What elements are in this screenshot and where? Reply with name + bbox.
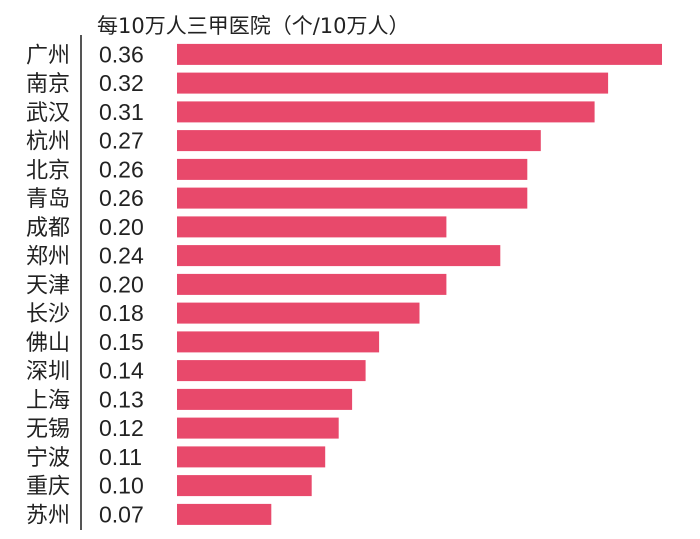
value-label: 0.31 bbox=[99, 99, 144, 125]
bar bbox=[177, 187, 528, 209]
value-label: 0.12 bbox=[99, 415, 144, 441]
category-label: 青岛 bbox=[26, 187, 70, 212]
value-label: 0.20 bbox=[99, 214, 144, 240]
bar bbox=[177, 360, 366, 382]
bar bbox=[177, 417, 339, 439]
value-label: 0.20 bbox=[99, 271, 144, 297]
bar bbox=[177, 245, 501, 267]
chart-title: 每10万人三甲医院（个/10万人） bbox=[97, 14, 410, 38]
chart-rows: 广州 0.36 南京 0.32 武汉 0.31 杭州 0.27 北京 0.26 青岛 0.26 成都 0.… bbox=[26, 41, 662, 528]
category-label: 上海 bbox=[26, 388, 70, 413]
value-label: 0.36 bbox=[99, 41, 144, 67]
value-label: 0.26 bbox=[99, 156, 144, 182]
category-label: 成都 bbox=[26, 216, 70, 241]
category-label: 广州 bbox=[26, 43, 70, 68]
bar bbox=[177, 101, 595, 123]
category-label: 杭州 bbox=[26, 130, 70, 155]
bar bbox=[177, 43, 662, 65]
value-label: 0.24 bbox=[99, 243, 144, 269]
category-label: 郑州 bbox=[26, 245, 70, 270]
category-label: 武汉 bbox=[26, 101, 70, 126]
category-label: 长沙 bbox=[26, 302, 70, 327]
bar bbox=[177, 72, 609, 94]
bar bbox=[177, 302, 420, 324]
category-label: 北京 bbox=[26, 158, 70, 183]
category-label: 天津 bbox=[26, 273, 70, 298]
value-label: 0.10 bbox=[99, 473, 144, 499]
value-label: 0.13 bbox=[99, 386, 144, 412]
value-label: 0.14 bbox=[99, 358, 144, 384]
bar bbox=[177, 273, 447, 295]
bar bbox=[177, 475, 312, 497]
value-label: 0.26 bbox=[99, 185, 144, 211]
value-label: 0.27 bbox=[99, 128, 144, 154]
value-label: 0.18 bbox=[99, 300, 144, 326]
bar bbox=[177, 130, 541, 152]
bar bbox=[177, 388, 353, 410]
value-label: 0.15 bbox=[99, 329, 144, 355]
category-label: 无锡 bbox=[26, 417, 70, 442]
value-label: 0.11 bbox=[99, 444, 142, 470]
bar bbox=[177, 331, 380, 353]
bar bbox=[177, 158, 528, 180]
value-label: 0.32 bbox=[99, 70, 144, 96]
category-label: 南京 bbox=[26, 72, 70, 97]
bar bbox=[177, 216, 447, 238]
value-label: 0.07 bbox=[99, 501, 144, 527]
bar bbox=[177, 503, 272, 525]
bar bbox=[177, 446, 326, 468]
category-label: 佛山 bbox=[26, 331, 70, 356]
category-label: 重庆 bbox=[26, 475, 70, 500]
category-label: 深圳 bbox=[26, 360, 70, 385]
category-label: 苏州 bbox=[26, 503, 70, 528]
category-label: 宁波 bbox=[26, 446, 70, 471]
